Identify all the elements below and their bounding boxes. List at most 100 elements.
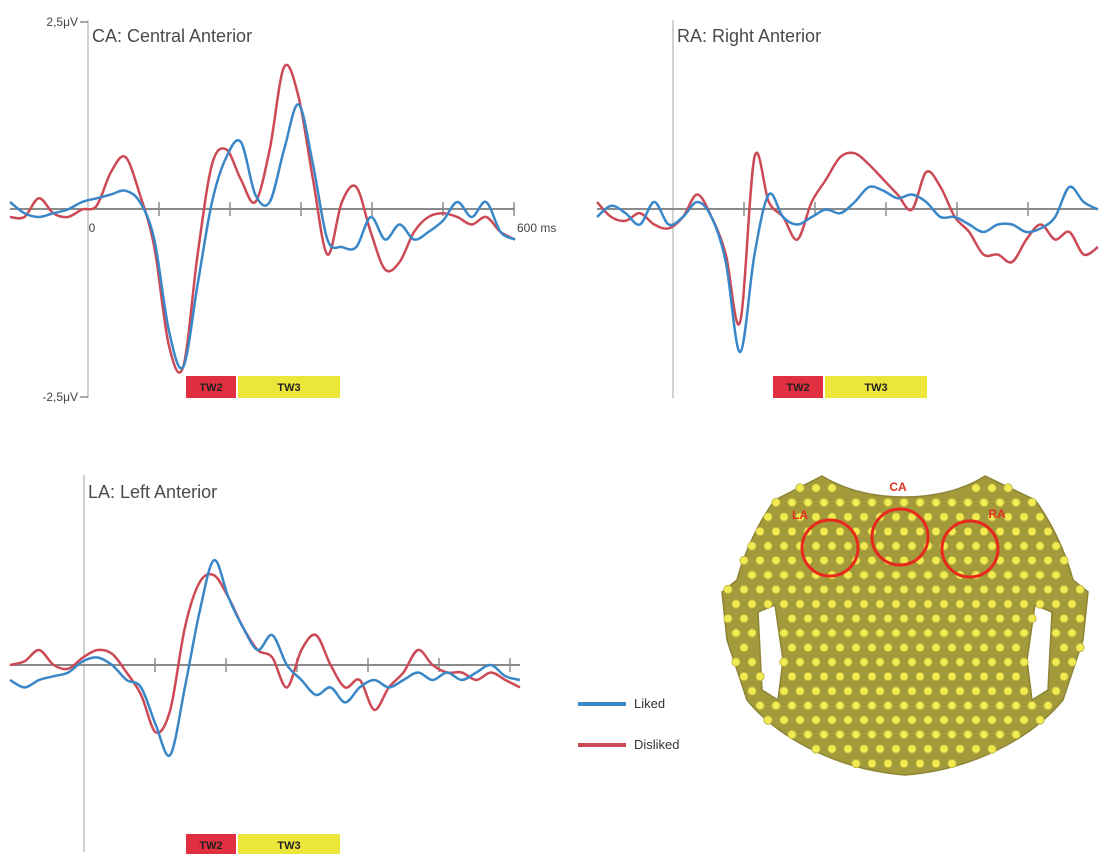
electrode-dot <box>995 613 1005 624</box>
electrode-dot <box>859 628 869 638</box>
roi-label-ra: RA <box>988 507 1006 521</box>
electrode-dot <box>1027 700 1037 711</box>
electrode-dot <box>867 729 877 740</box>
electrode-dot <box>787 729 797 740</box>
disliked-line <box>596 151 1099 326</box>
electrode-dot <box>1019 628 1029 638</box>
electrode-dot <box>1019 599 1029 609</box>
electrode-dot <box>835 526 845 537</box>
liked-line <box>596 185 1099 354</box>
tw2-label: TW2 <box>199 840 222 852</box>
electrode-dot <box>1075 642 1085 653</box>
electrode-dot <box>1043 526 1053 537</box>
electrode-dot <box>883 613 893 624</box>
electrode-dot <box>755 700 765 711</box>
panel-title: CA: Central Anterior <box>92 26 252 46</box>
electrode-dot <box>771 526 781 537</box>
electrode-dot <box>963 584 973 595</box>
electrode-dot <box>947 671 957 682</box>
electrode-dot <box>1043 700 1053 711</box>
electrode-dot <box>891 570 901 580</box>
electrode-dot <box>1019 541 1029 551</box>
electrode-dot <box>1011 584 1021 595</box>
electrode-dot <box>747 686 757 696</box>
electrode-dot <box>923 744 933 754</box>
electrode-dot <box>819 613 829 624</box>
electrode-dot <box>827 744 837 754</box>
electrode-dot <box>931 729 941 740</box>
electrode-dot <box>867 584 877 595</box>
electrode-dot <box>859 541 869 551</box>
electrode-dot <box>843 628 853 638</box>
electrode-dot <box>1051 541 1061 551</box>
legend-disliked-label: Disliked <box>634 737 680 752</box>
electrode-dot <box>843 715 853 725</box>
electrode-dot <box>771 584 781 595</box>
electrode-dot <box>795 599 805 609</box>
electrode-dot <box>867 700 877 711</box>
electrode-dot <box>883 671 893 682</box>
electrode-dot <box>939 686 949 696</box>
electrode-dot <box>819 700 829 711</box>
electrode-dot <box>899 526 909 537</box>
electrode-dot <box>787 497 797 508</box>
electrode-dot <box>747 628 757 638</box>
electrode-dot <box>883 700 893 711</box>
tw3-label: TW3 <box>277 840 300 852</box>
electrode-dot <box>963 700 973 711</box>
electrode-dot <box>1003 628 1013 638</box>
electrode-dot <box>1003 599 1013 609</box>
electrode-dot <box>971 657 981 667</box>
electrode-dot <box>979 671 989 682</box>
electrode-dot <box>1011 555 1021 566</box>
electrode-dot <box>971 686 981 696</box>
electrode-dot <box>971 541 981 551</box>
tw3-label: TW3 <box>277 382 300 394</box>
electrode-dot <box>779 715 789 725</box>
electrode-dot <box>859 599 869 609</box>
roi-circle-la <box>800 518 860 578</box>
liked-line <box>9 103 516 370</box>
electrode-dot <box>987 512 997 522</box>
electrode-dot <box>851 758 861 769</box>
electrode-dot <box>779 570 789 580</box>
electrode-dot <box>883 526 893 537</box>
electrode-dot <box>891 599 901 609</box>
electrode-dot <box>1059 671 1069 682</box>
electrode-dot <box>1027 555 1037 566</box>
electrode-dot <box>899 613 909 624</box>
electrode-dot <box>931 555 941 566</box>
electrode-dot <box>883 729 893 740</box>
electrode-dot <box>795 686 805 696</box>
electrode-dot <box>803 584 813 595</box>
electrode-dot <box>755 671 765 682</box>
electrode-dot <box>803 700 813 711</box>
electrode-dot <box>963 526 973 537</box>
electrode-dot <box>1075 584 1085 595</box>
electrode-dot <box>939 744 949 754</box>
electrode-dot <box>843 512 853 522</box>
electrode-dot <box>899 700 909 711</box>
electrode-dot <box>899 642 909 653</box>
electrode-dot <box>939 657 949 667</box>
electrode-dot <box>1035 599 1045 609</box>
electrode-dot <box>1019 686 1029 696</box>
electrode-dot <box>827 628 837 638</box>
electrode-dot <box>891 657 901 667</box>
electrode-dot <box>907 686 917 696</box>
electrode-dot <box>971 628 981 638</box>
electrode-dot <box>939 715 949 725</box>
electrode-dot <box>867 642 877 653</box>
tw2-bar <box>186 834 236 854</box>
electrode-dot <box>939 570 949 580</box>
electrode-dot <box>931 642 941 653</box>
electrode-dot <box>923 686 933 696</box>
electrode-dot <box>851 497 861 508</box>
electrode-dot <box>843 686 853 696</box>
electrode-dot <box>747 657 757 667</box>
electrode-dot <box>779 599 789 609</box>
electrode-dot <box>971 599 981 609</box>
electrode-dot <box>835 700 845 711</box>
electrode-dot <box>891 628 901 638</box>
